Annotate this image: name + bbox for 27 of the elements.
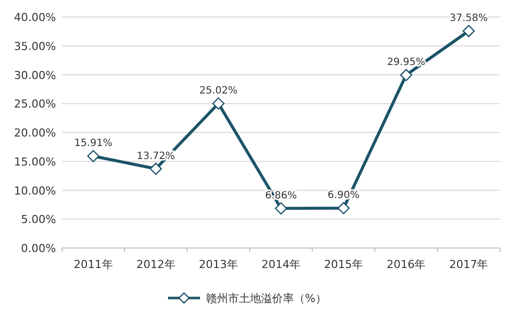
data-label: 15.91% xyxy=(74,138,112,150)
point xyxy=(337,202,350,214)
y-tick-label: 35.00% xyxy=(14,40,56,53)
y-tick-label: 30.00% xyxy=(14,68,56,82)
x-tick-label: 2012年 xyxy=(136,258,176,271)
y-tick-label: 20.00% xyxy=(14,126,56,140)
point xyxy=(87,150,100,162)
point xyxy=(400,68,412,82)
y-tick-label: 25.00% xyxy=(14,98,56,111)
point xyxy=(212,97,225,110)
point xyxy=(462,24,475,38)
x-tick-label: 2016年 xyxy=(386,258,426,271)
y-tick-label: 5.00% xyxy=(21,213,56,226)
y-tick-label: 10.00% xyxy=(14,184,56,198)
y-tick-label: 15.00% xyxy=(14,155,56,168)
x-tick-label: 2011年 xyxy=(74,258,113,271)
x-tick-label: 2015年 xyxy=(324,258,364,271)
legend-label: 赣州市土地溢价率（%） xyxy=(206,292,326,305)
x-tick-label: 2014年 xyxy=(262,258,300,271)
x-tick-label: 2017年 xyxy=(449,258,488,271)
data-label: 37.58% xyxy=(450,12,488,24)
data-label: 25.02% xyxy=(199,86,238,97)
x-tick-label: 2013年 xyxy=(198,258,238,271)
point xyxy=(150,162,162,175)
point xyxy=(274,202,288,214)
y-tick-label: 40.00% xyxy=(14,11,56,24)
y-tick-label: 0.00% xyxy=(21,242,56,255)
